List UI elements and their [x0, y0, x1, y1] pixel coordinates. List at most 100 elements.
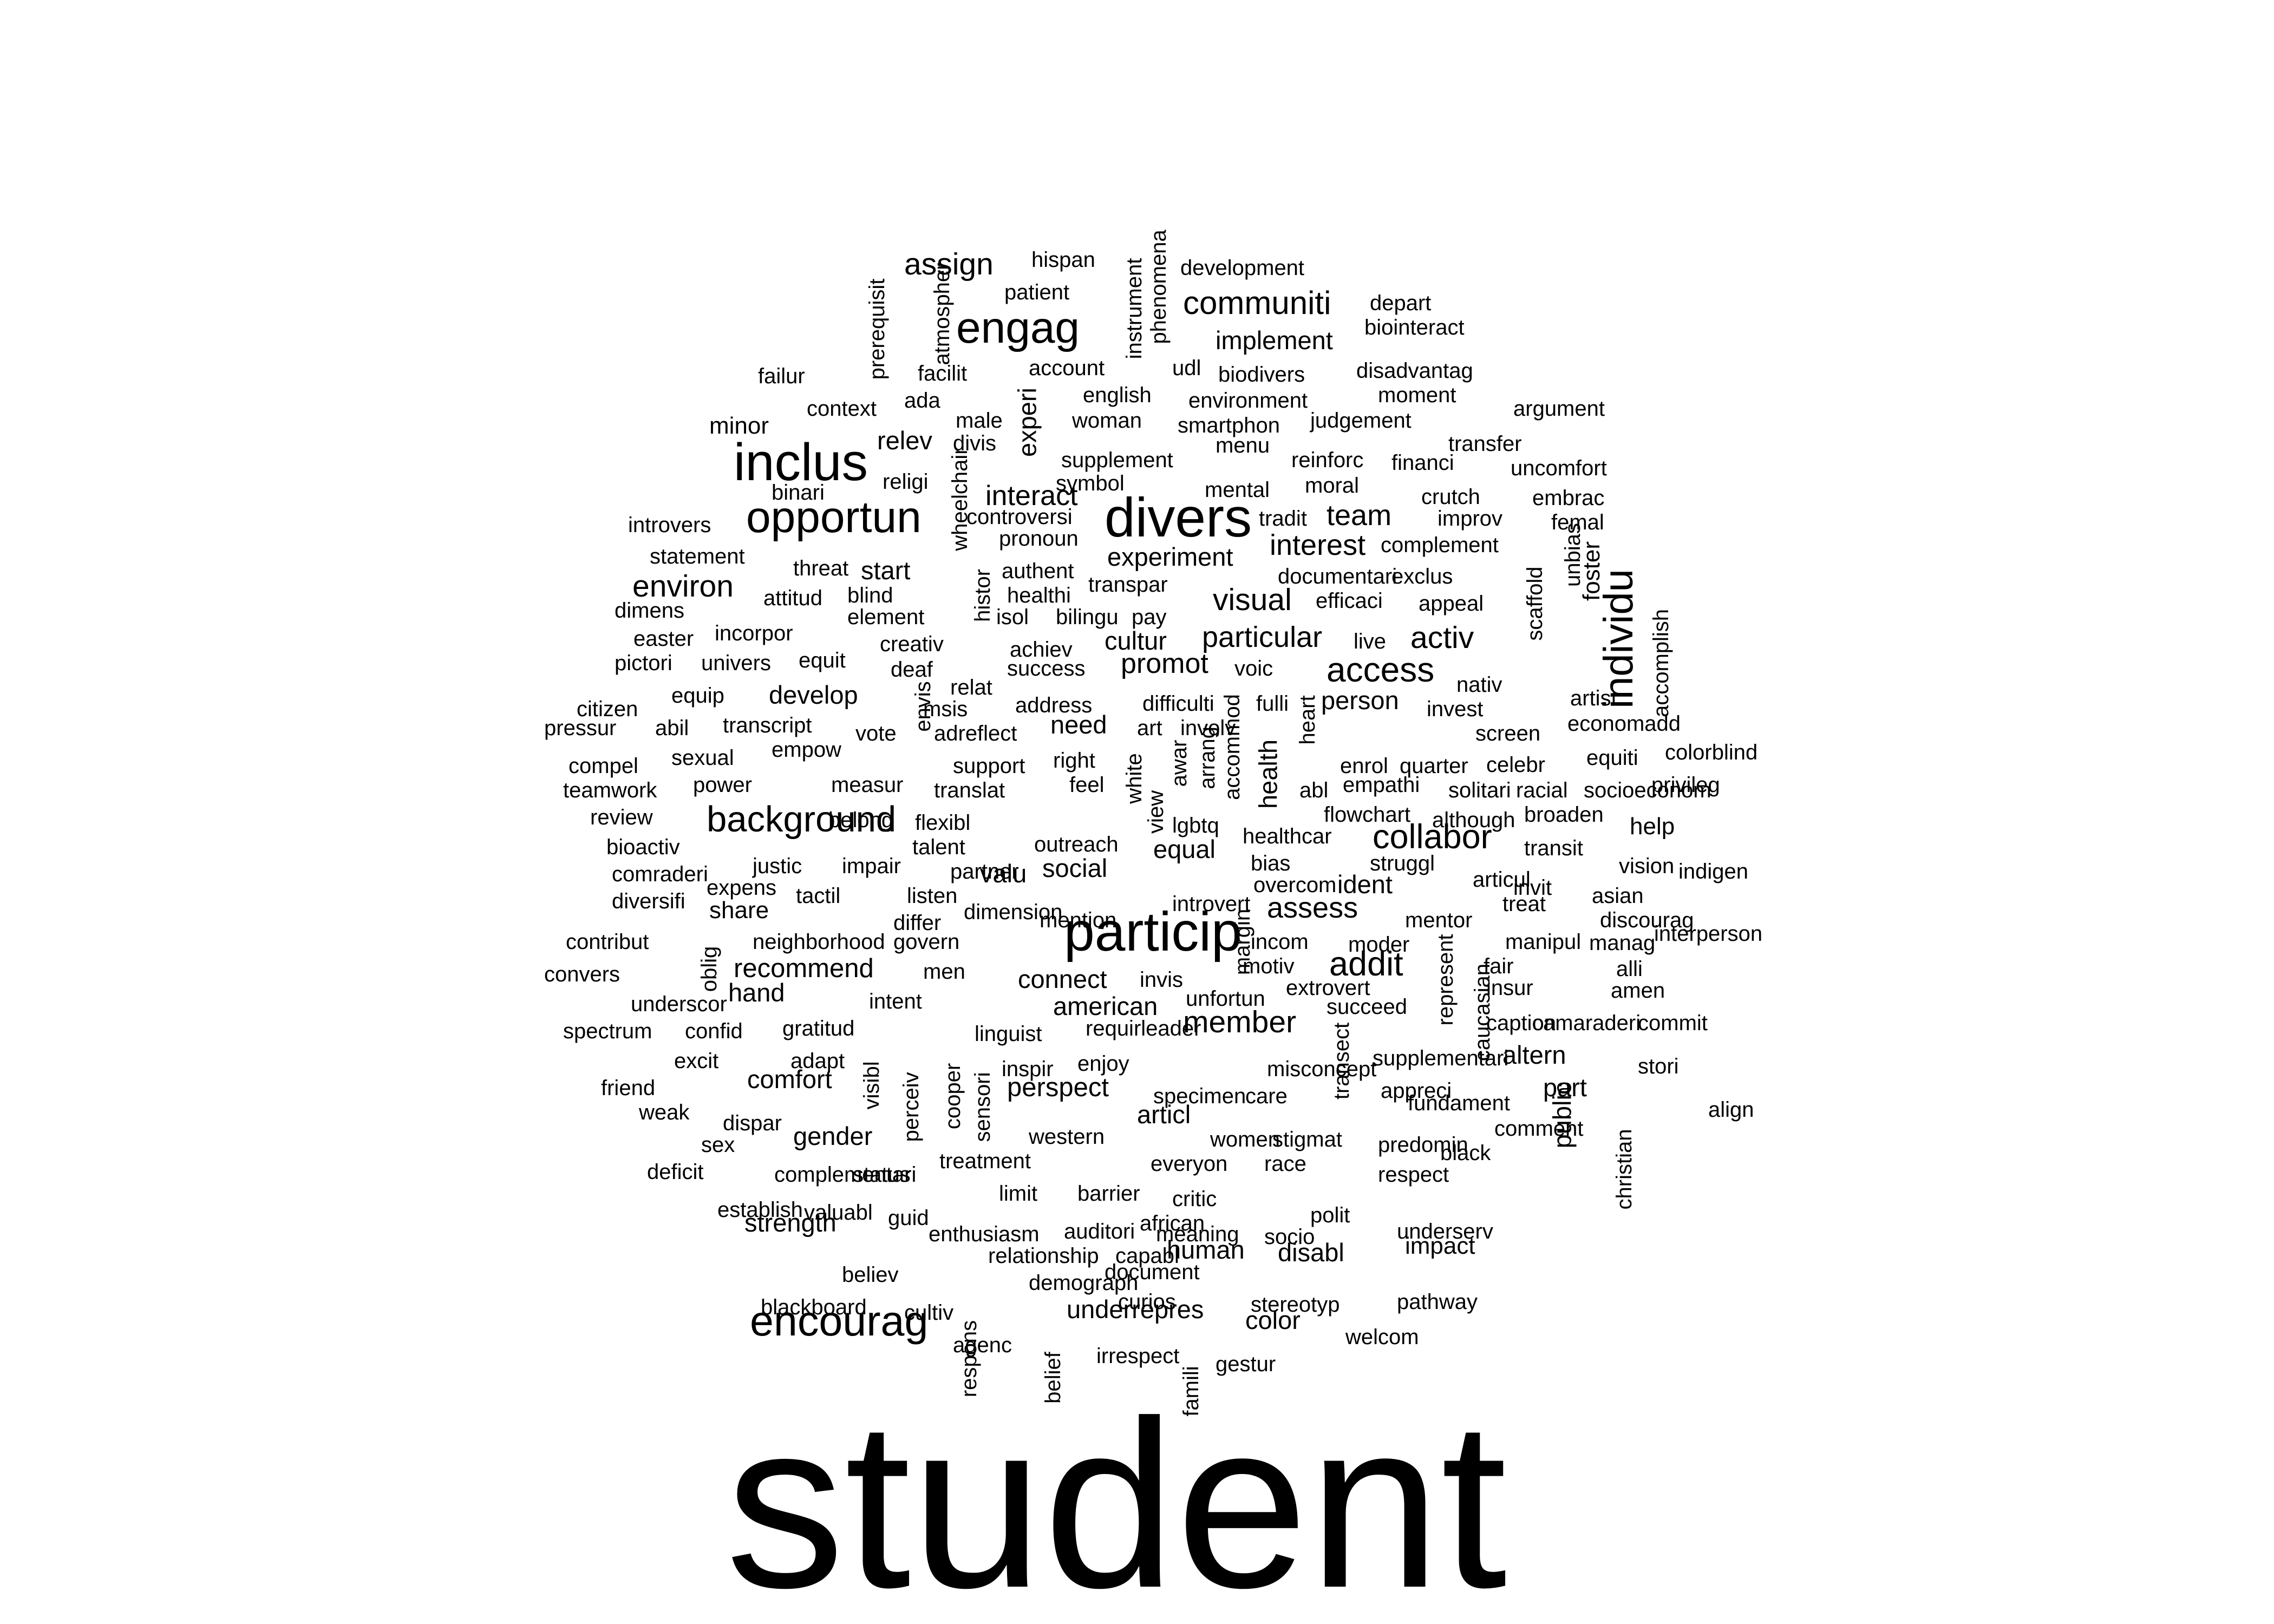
word-respect: respect: [1378, 1163, 1449, 1187]
word-cooper: cooper: [941, 1063, 965, 1130]
word-start: start: [861, 556, 911, 585]
word-equal: equal: [1153, 835, 1216, 863]
word-difficulti: difficulti: [1142, 692, 1214, 716]
word-particular: particular: [1202, 621, 1323, 653]
word-visibl: visibl: [860, 1061, 884, 1110]
word-review: review: [590, 806, 653, 829]
word-prerequisit: prerequisit: [865, 278, 889, 380]
word-fair: fair: [1484, 954, 1514, 978]
word-crutch: crutch: [1421, 485, 1480, 509]
word-manag: manag: [1589, 931, 1656, 955]
word-dimens: dimens: [615, 599, 684, 623]
word-expens: expens: [707, 876, 776, 900]
word-artist: artist: [1570, 686, 1617, 710]
word-promot: promot: [1121, 648, 1208, 679]
word-dispar: dispar: [723, 1111, 782, 1135]
word-univers: univers: [701, 651, 771, 675]
word-complementari: complementari: [774, 1163, 917, 1187]
word-argument: argument: [1513, 397, 1605, 421]
word-threat: threat: [793, 556, 849, 580]
word-envis: envis: [911, 681, 935, 732]
word-disadvantag: disadvantag: [1356, 359, 1473, 383]
word-nativ: nativ: [1456, 673, 1502, 697]
word-bias: bias: [1251, 852, 1291, 875]
word-indigen: indigen: [1678, 860, 1749, 883]
word-valuabl: valuabl: [804, 1201, 873, 1224]
word-irrespect: irrespect: [1096, 1344, 1180, 1368]
word-african: african: [1140, 1212, 1205, 1235]
word-perspect: perspect: [1007, 1073, 1109, 1102]
word-success: success: [1007, 657, 1086, 680]
word-visual: visual: [1213, 582, 1292, 617]
word-caucasian: caucasian: [1471, 963, 1494, 1062]
word-believ: believ: [842, 1263, 899, 1287]
word-bilingu: bilingu: [1056, 605, 1119, 629]
word-addit: addit: [1329, 945, 1403, 983]
word-human: human: [1167, 1235, 1245, 1264]
word-enjoy: enjoy: [1077, 1052, 1129, 1076]
word-creativ: creativ: [880, 632, 944, 656]
word-succeed: succeed: [1327, 995, 1407, 1019]
word-minor: minor: [709, 412, 769, 439]
word-dimension: dimension: [964, 900, 1063, 924]
word-quarter: quarter: [1400, 754, 1468, 778]
word-racial: racial: [1516, 778, 1568, 802]
word-wheelchair: wheelchair: [948, 447, 972, 551]
word-white: white: [1122, 753, 1146, 804]
word-polit: polit: [1310, 1203, 1350, 1227]
word-view: view: [1144, 790, 1168, 834]
word-activ: activ: [1410, 620, 1474, 655]
word-male: male: [956, 409, 1003, 433]
word-contribut: contribut: [566, 930, 649, 954]
word-mention: mention: [1040, 908, 1117, 932]
word-tactil: tactil: [796, 884, 841, 908]
word-partner: partner: [950, 860, 1019, 883]
word-complement: complement: [1381, 533, 1499, 557]
word-mental: mental: [1205, 478, 1270, 502]
word-attitud: attitud: [763, 586, 822, 610]
word-particip: particip: [1064, 901, 1242, 962]
word-adreflect: adreflect: [934, 722, 1017, 745]
word-pathway: pathway: [1397, 1290, 1478, 1314]
word-specimen: specimen: [1153, 1084, 1246, 1108]
word-access: access: [1327, 650, 1435, 689]
word-justic: justic: [753, 854, 802, 878]
word-english: english: [1083, 383, 1152, 407]
word-although: although: [1432, 808, 1515, 832]
word-biointeract: biointeract: [1364, 316, 1465, 339]
word-teamwork: teamwork: [563, 778, 657, 802]
word-translat: translat: [934, 778, 1005, 802]
word-neighborhood: neighborhood: [753, 930, 885, 954]
word-empow: empow: [772, 738, 841, 762]
word-motiv: motiv: [1243, 954, 1295, 978]
word-communiti: communiti: [1183, 285, 1331, 321]
word-background: background: [707, 799, 897, 840]
word-deficit: deficit: [647, 1160, 704, 1184]
word-capabl: capabl: [1115, 1244, 1179, 1268]
word-hispan: hispan: [1031, 248, 1095, 272]
word-transit: transit: [1524, 836, 1583, 860]
word-asian: asian: [1592, 884, 1644, 908]
word-famili: famili: [1179, 1366, 1203, 1417]
word-ident: ident: [1337, 870, 1393, 899]
word-stereotyp: stereotyp: [1251, 1293, 1340, 1317]
word-barrier: barrier: [1077, 1182, 1140, 1206]
word-efficaci: efficaci: [1316, 589, 1383, 613]
word-compel: compel: [568, 754, 638, 778]
word-manipul: manipul: [1505, 930, 1582, 954]
word-accommod: accommod: [1220, 694, 1244, 800]
word-screen: screen: [1475, 722, 1541, 745]
word-right: right: [1053, 749, 1095, 772]
word-demograph: demograph: [1029, 1271, 1139, 1295]
word-interact: interact: [985, 480, 1078, 512]
word-amen: amen: [1611, 979, 1665, 1003]
word-financi: financi: [1391, 451, 1454, 475]
word-scaffold: scaffold: [1523, 566, 1547, 641]
word-misconcept: misconcept: [1267, 1057, 1377, 1081]
word-articul: articul: [1473, 868, 1531, 892]
word-atmospher: atmospher: [930, 263, 954, 365]
word-documentari: documentari: [1278, 565, 1397, 588]
word-american: american: [1053, 992, 1158, 1020]
word-mentor: mentor: [1405, 908, 1473, 932]
